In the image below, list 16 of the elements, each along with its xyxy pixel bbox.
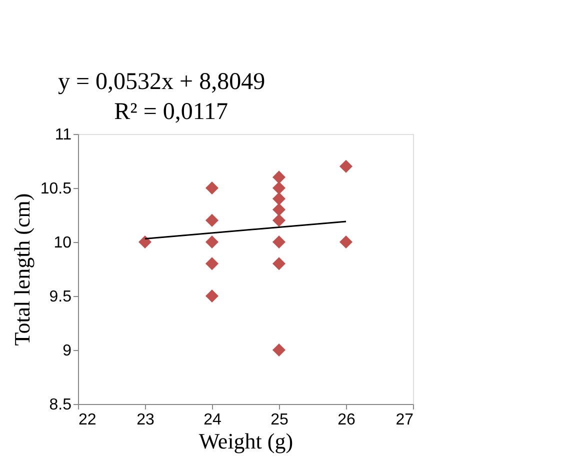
x-tick-label: 27 [396, 412, 414, 428]
x-tick-label: 23 [136, 412, 154, 428]
y-tick-label: 11 [54, 126, 72, 144]
x-tick-label: 22 [78, 412, 96, 428]
x-axis-title: Weight (g) [198, 428, 294, 454]
text: y = 0,0532x + 8,8049 [58, 69, 266, 95]
y-tick-label: 8.5 [49, 396, 72, 414]
x-tick-label: 24 [204, 412, 222, 428]
x-tick-label: 26 [338, 412, 356, 428]
y-tick-label: 9.5 [49, 288, 72, 306]
x-tick-label: 25 [270, 412, 288, 428]
y-tick-label: 10.5 [40, 180, 72, 198]
text: R² = 0,0117 [114, 99, 228, 125]
y-tick-label: 10 [54, 234, 72, 252]
y-tick-label: 9 [62, 342, 72, 360]
y-axis-title: Total length (cm) [9, 193, 34, 346]
